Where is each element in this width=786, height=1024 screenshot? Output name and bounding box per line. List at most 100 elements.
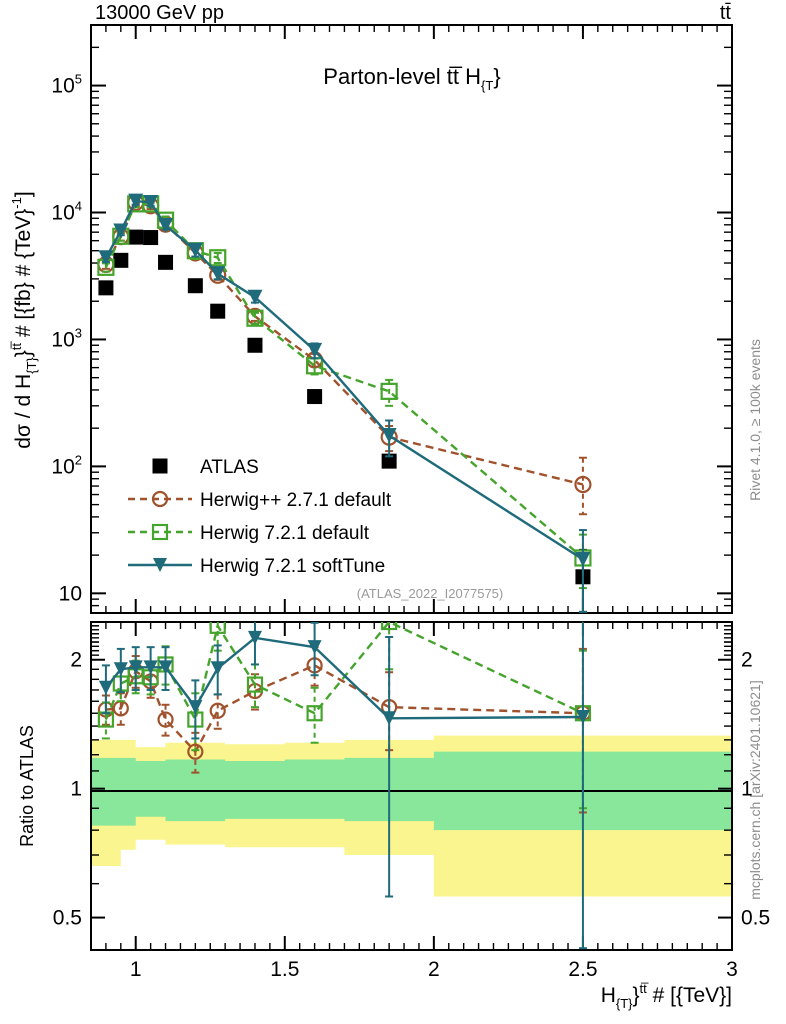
mcplots-source-label: mcplots.cern.ch [arXiv:2401.10621] (747, 680, 763, 899)
data-point-marker (380, 382, 398, 400)
data-point-marker (153, 558, 167, 572)
svg-text:2.5: 2.5 (568, 958, 597, 981)
main-panel: Parton-level tt̅ H{T} dσ / d H{T}}tt̅ # … (9, 24, 733, 614)
data-point-marker (246, 309, 264, 327)
data-point-marker (98, 280, 114, 296)
legend-label: Herwig++ 2.7.1 default (200, 490, 392, 511)
data-point-marker (210, 303, 226, 319)
uncertainty-bands (91, 735, 732, 897)
legend-item-1[interactable]: Herwig++ 2.7.1 default (128, 490, 392, 511)
svg-text:102: 102 (51, 452, 82, 478)
data-point-marker (113, 252, 129, 268)
data-point-marker (188, 700, 203, 715)
svg-text:1.5: 1.5 (270, 958, 299, 981)
legend-item-2[interactable]: Herwig 7.2.1 default (128, 523, 370, 544)
x-axis-title: H{T}}tt̅ # [{TeV}] (601, 981, 732, 1011)
legend: ATLAS Herwig++ 2.7.1 default Herwig 7.2.1 … (128, 457, 392, 577)
data-point-marker (143, 194, 159, 210)
legend-item-3[interactable]: Herwig 7.2.1 softTune (128, 556, 385, 577)
data-point-marker (143, 660, 158, 675)
data-point-marker (187, 278, 203, 294)
svg-text:1: 1 (70, 778, 82, 801)
data-point-marker (152, 458, 168, 474)
plot-title: Parton-level tt̅ H{T} (323, 64, 500, 93)
data-point-marker (307, 640, 322, 655)
series-line (104, 201, 584, 486)
data-point-marker (210, 661, 225, 676)
svg-text:2: 2 (70, 649, 82, 672)
data-point-marker (381, 622, 398, 631)
data-point-marker (128, 193, 144, 209)
svg-text:2: 2 (428, 958, 440, 981)
data-point-marker (128, 660, 143, 675)
data-point-marker (381, 428, 397, 444)
data-point-marker (307, 389, 323, 405)
svg-text:2: 2 (741, 649, 753, 672)
data-point-marker (187, 743, 204, 760)
data-point-marker (247, 337, 263, 353)
analysis-id-label: (ATLAS_2022_I2077575) (357, 586, 503, 601)
data-point-marker (151, 490, 169, 508)
legend-label: Herwig 7.2.1 default (200, 523, 370, 544)
svg-text:103: 103 (51, 325, 82, 351)
data-point-marker (158, 218, 174, 234)
main-plot-frame (90, 24, 733, 614)
svg-text:0.5: 0.5 (53, 907, 82, 930)
series-1 (97, 193, 592, 516)
legend-label: Herwig 7.2.1 softTune (200, 556, 385, 577)
rivet-version-label: Rivet 4.1.0, ≥ 100k events (747, 339, 763, 501)
data-point-marker (209, 702, 226, 719)
data-point-marker (98, 250, 114, 266)
svg-text:105: 105 (51, 72, 82, 98)
main-axis-ticks (90, 24, 733, 614)
ratio-series-line (104, 622, 584, 723)
data-point-marker (98, 680, 113, 695)
ratio-y-tick-labels: 0.5 0.5 1 1 2 2 (53, 649, 770, 930)
data-point-marker (247, 289, 263, 305)
data-point-marker (143, 230, 159, 246)
data-point-marker (187, 242, 203, 258)
svg-text:10: 10 (59, 582, 82, 605)
svg-text:104: 104 (51, 199, 82, 225)
main-series-group (97, 193, 592, 613)
data-point-marker (306, 705, 323, 722)
ratio-series-2 (98, 622, 590, 950)
data-point-marker (246, 676, 264, 693)
data-point-marker (307, 342, 323, 358)
y-axis-title: dσ / d H{T}}tt̅ # [{fb} # {TeV}-1] (9, 191, 39, 448)
legend-item-0[interactable]: ATLAS (152, 457, 259, 478)
data-point-marker (247, 630, 262, 645)
series-3 (98, 193, 591, 613)
svg-text:Parton-level tt̅ H{T}: Parton-level tt̅ H{T} (323, 64, 500, 93)
data-point-marker (151, 523, 169, 541)
ratio-series-group (97, 622, 592, 950)
data-point-marker (157, 711, 174, 728)
ratio-plot-frame (90, 621, 733, 951)
process-label: tt̄ (720, 2, 732, 24)
x-tick-labels: 1 1.5 2 2.5 3 (130, 958, 738, 981)
svg-text:1: 1 (130, 958, 142, 981)
ratio-panel: 0.5 0.5 1 1 2 2 Ratio to ATLAS 1 1.5 2 2.5 3 H{T}… (17, 621, 770, 1011)
data-point-marker (575, 710, 590, 725)
svg-text:dσ / d H{T}}tt̅ # [{fb} # {TeV: dσ / d H{T}}tt̅ # [{fb} # {TeV}-1] (9, 191, 39, 448)
data-point-marker (381, 453, 397, 469)
data-point-marker (382, 711, 397, 726)
data-point-marker (158, 254, 174, 270)
data-point-marker (113, 223, 129, 239)
ratio-axis-title: Ratio to ATLAS (17, 725, 37, 847)
data-point-marker (158, 660, 173, 675)
svg-text:H{T}}tt̅ # [{TeV}]: H{T}}tt̅ # [{TeV}] (601, 981, 732, 1011)
svg-text:1: 1 (741, 778, 753, 801)
svg-text:3: 3 (726, 958, 738, 981)
data-point-marker (210, 266, 226, 282)
data-point-marker (128, 229, 144, 245)
main-y-tick-labels: 10 102 103 104 105 (51, 72, 82, 606)
data-point-marker (575, 551, 591, 567)
beam-energy-label: 13000 GeV pp (95, 2, 224, 24)
series-0 (98, 229, 591, 613)
legend-label: ATLAS (200, 457, 259, 478)
data-point-marker (209, 622, 226, 634)
data-point-marker (574, 475, 592, 494)
